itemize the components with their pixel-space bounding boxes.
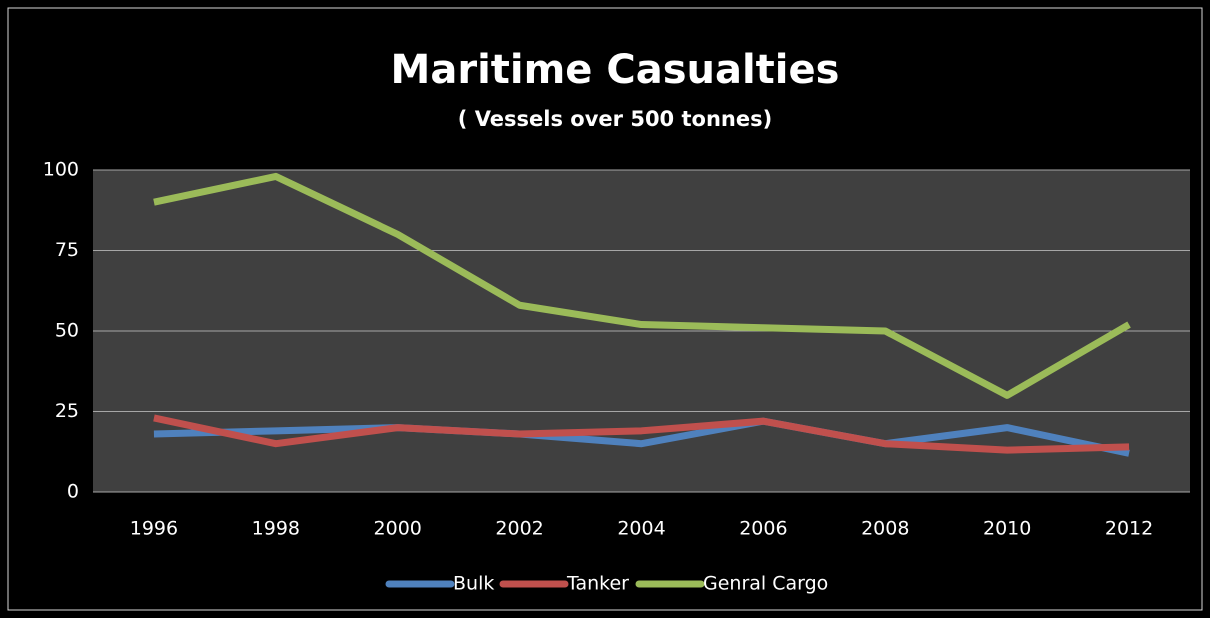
y-tick-label: 50 xyxy=(55,320,79,342)
series-line xyxy=(153,417,1130,457)
y-tick-label: 75 xyxy=(55,239,79,261)
x-tick-label: 2002 xyxy=(495,518,543,540)
y-tick-label: 100 xyxy=(43,159,79,181)
legend-label: Tanker xyxy=(566,573,629,595)
x-tick-label: 1996 xyxy=(130,518,178,540)
x-tick-label: 2010 xyxy=(983,518,1031,540)
y-tick-label: 0 xyxy=(67,481,79,503)
x-tick-label: 2006 xyxy=(739,518,787,540)
series-line xyxy=(153,172,1131,399)
x-tick-label: 1998 xyxy=(252,518,300,540)
legend-label: Bulk xyxy=(453,573,494,595)
legend-label: Genral Cargo xyxy=(703,573,828,595)
x-tick-label: 2008 xyxy=(861,518,909,540)
chart-title: Maritime Casualties xyxy=(391,47,840,93)
x-tick-label: 2012 xyxy=(1105,518,1153,540)
chart-subtitle: ( Vessels over 500 tonnes) xyxy=(458,107,772,131)
x-tick-label: 2004 xyxy=(617,518,665,540)
x-tick-label: 2000 xyxy=(374,518,422,540)
series-line xyxy=(153,414,1130,454)
y-tick-label: 25 xyxy=(55,400,79,422)
